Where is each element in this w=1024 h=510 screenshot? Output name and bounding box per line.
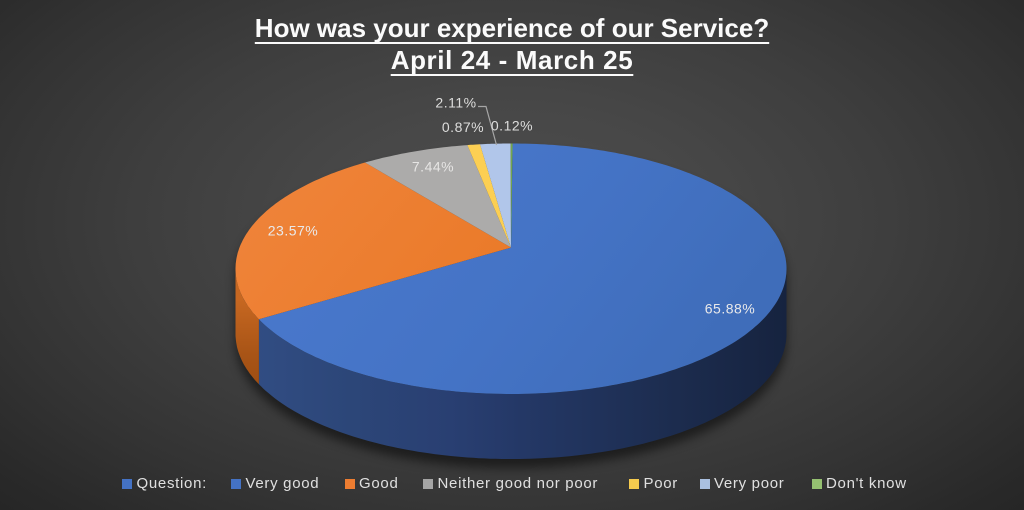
svg-text:23.57%: 23.57%: [268, 223, 318, 239]
svg-text:2.11%: 2.11%: [435, 95, 476, 111]
svg-text:65.88%: 65.88%: [705, 301, 755, 317]
svg-text:0.87%: 0.87%: [442, 119, 484, 135]
svg-text:7.44%: 7.44%: [412, 159, 454, 175]
svg-text:0.12%: 0.12%: [491, 118, 533, 134]
